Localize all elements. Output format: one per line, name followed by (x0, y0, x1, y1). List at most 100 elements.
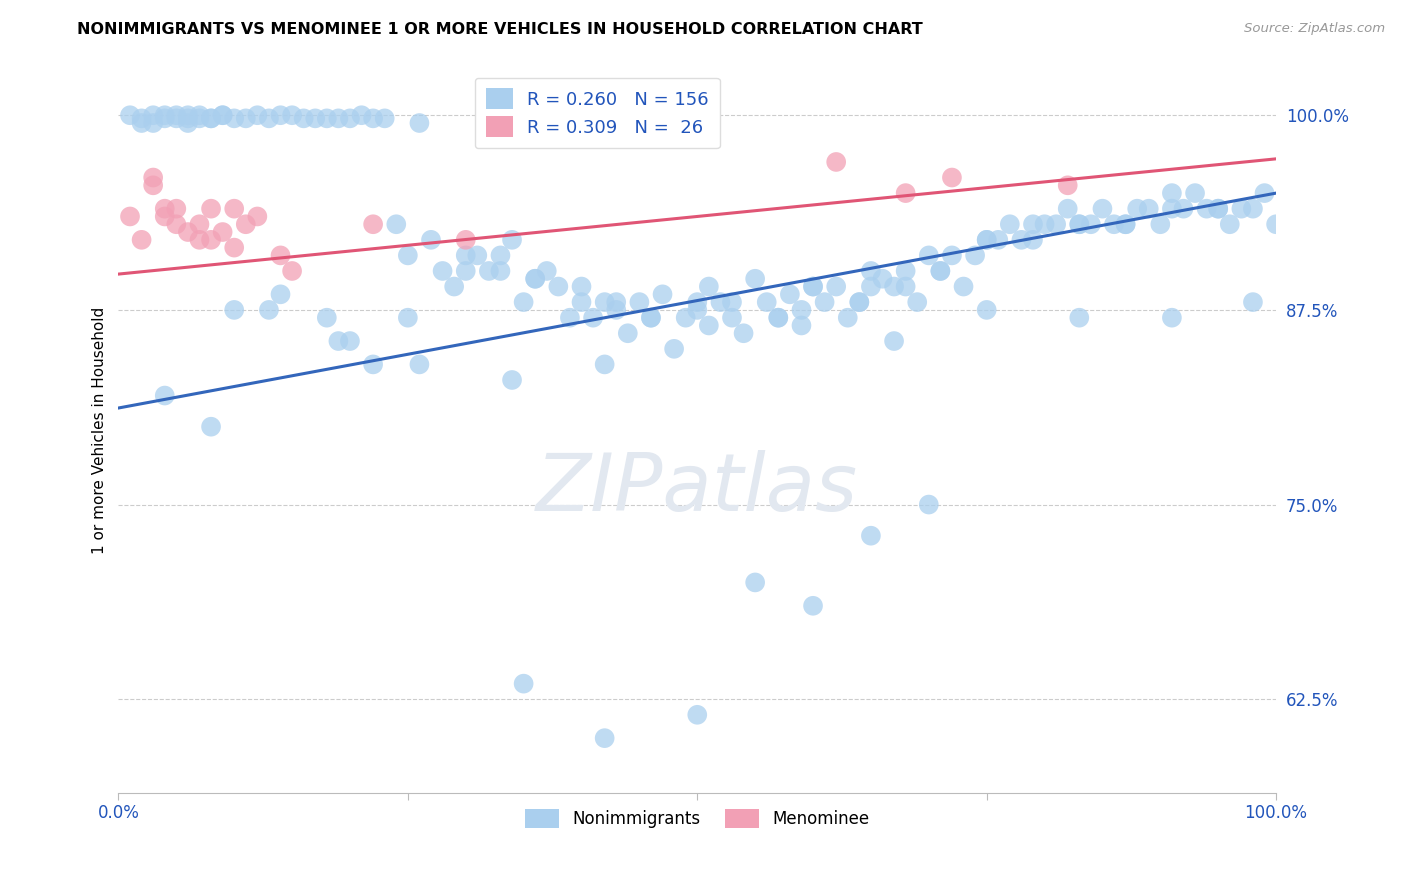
Point (177, 116, 200, 130)
Point (1069, 217, 1091, 231)
Point (443, 279, 465, 293)
Point (1206, 202, 1229, 216)
Point (640, 310, 662, 325)
Point (501, 233, 523, 247)
Y-axis label: 1 or more Vehicles in Household: 1 or more Vehicles in Household (93, 307, 107, 554)
Point (304, 112, 326, 126)
Point (165, 112, 187, 126)
Point (281, 264, 304, 278)
Point (536, 264, 558, 278)
Point (628, 295, 651, 310)
Point (768, 310, 790, 325)
Point (686, 707, 709, 722)
Point (1115, 217, 1137, 231)
Point (941, 248, 963, 262)
Point (872, 272, 894, 286)
Point (1241, 295, 1264, 310)
Point (605, 295, 627, 310)
Point (1184, 186, 1206, 200)
Point (1265, 217, 1288, 231)
Point (454, 264, 477, 278)
Point (165, 217, 187, 231)
Point (200, 112, 222, 126)
Text: NONIMMIGRANTS VS MENOMINEE 1 OR MORE VEHICLES IN HOUSEHOLD CORRELATION CHART: NONIMMIGRANTS VS MENOMINEE 1 OR MORE VEH… (77, 22, 924, 37)
Point (211, 108, 233, 122)
Point (768, 310, 790, 325)
Point (315, 310, 337, 325)
Point (825, 279, 848, 293)
Point (257, 112, 280, 126)
Point (1219, 217, 1241, 231)
Point (733, 326, 755, 341)
Text: Source: ZipAtlas.com: Source: ZipAtlas.com (1244, 22, 1385, 36)
Point (813, 295, 835, 310)
Point (1022, 217, 1045, 231)
Point (118, 108, 141, 122)
Point (478, 264, 501, 278)
Point (153, 112, 176, 126)
Point (1056, 202, 1078, 216)
Point (177, 225, 200, 239)
Point (1126, 202, 1149, 216)
Point (188, 108, 211, 122)
Point (1230, 202, 1253, 216)
Point (779, 287, 801, 301)
Point (755, 295, 778, 310)
Point (965, 248, 987, 262)
Point (350, 108, 373, 122)
Point (131, 233, 153, 247)
Point (292, 112, 315, 126)
Point (883, 334, 905, 348)
Point (361, 358, 384, 372)
Point (188, 217, 211, 231)
Point (593, 731, 616, 746)
Point (1149, 217, 1171, 231)
Point (848, 295, 870, 310)
Point (408, 358, 430, 372)
Point (339, 334, 361, 348)
Point (662, 342, 685, 356)
Point (905, 295, 928, 310)
Point (801, 279, 824, 293)
Point (1137, 202, 1160, 216)
Point (374, 112, 396, 126)
Point (200, 112, 222, 126)
Point (270, 108, 292, 122)
Point (697, 279, 720, 293)
Point (640, 310, 662, 325)
Point (142, 108, 165, 122)
Point (235, 217, 257, 231)
Point (605, 302, 627, 317)
Point (1161, 186, 1184, 200)
Point (246, 108, 269, 122)
Point (246, 210, 269, 224)
Point (153, 388, 176, 402)
Point (952, 279, 974, 293)
Point (593, 358, 616, 372)
Point (524, 272, 547, 286)
Point (929, 264, 952, 278)
Point (918, 498, 941, 512)
Point (593, 295, 616, 310)
Point (177, 108, 200, 122)
Point (142, 116, 165, 130)
Point (224, 112, 246, 126)
Legend: Nonimmigrants, Menominee: Nonimmigrants, Menominee (519, 803, 876, 835)
Point (512, 676, 534, 690)
Point (465, 248, 488, 262)
Point (918, 248, 941, 262)
Point (721, 310, 744, 325)
Point (998, 217, 1021, 231)
Point (1056, 178, 1078, 193)
Point (489, 248, 512, 262)
Point (396, 248, 419, 262)
Point (744, 272, 766, 286)
Point (131, 116, 153, 130)
Point (339, 112, 361, 126)
Point (224, 202, 246, 216)
Point (281, 108, 304, 122)
Point (1069, 217, 1091, 231)
Point (547, 279, 569, 293)
Point (859, 279, 882, 293)
Point (200, 233, 222, 247)
